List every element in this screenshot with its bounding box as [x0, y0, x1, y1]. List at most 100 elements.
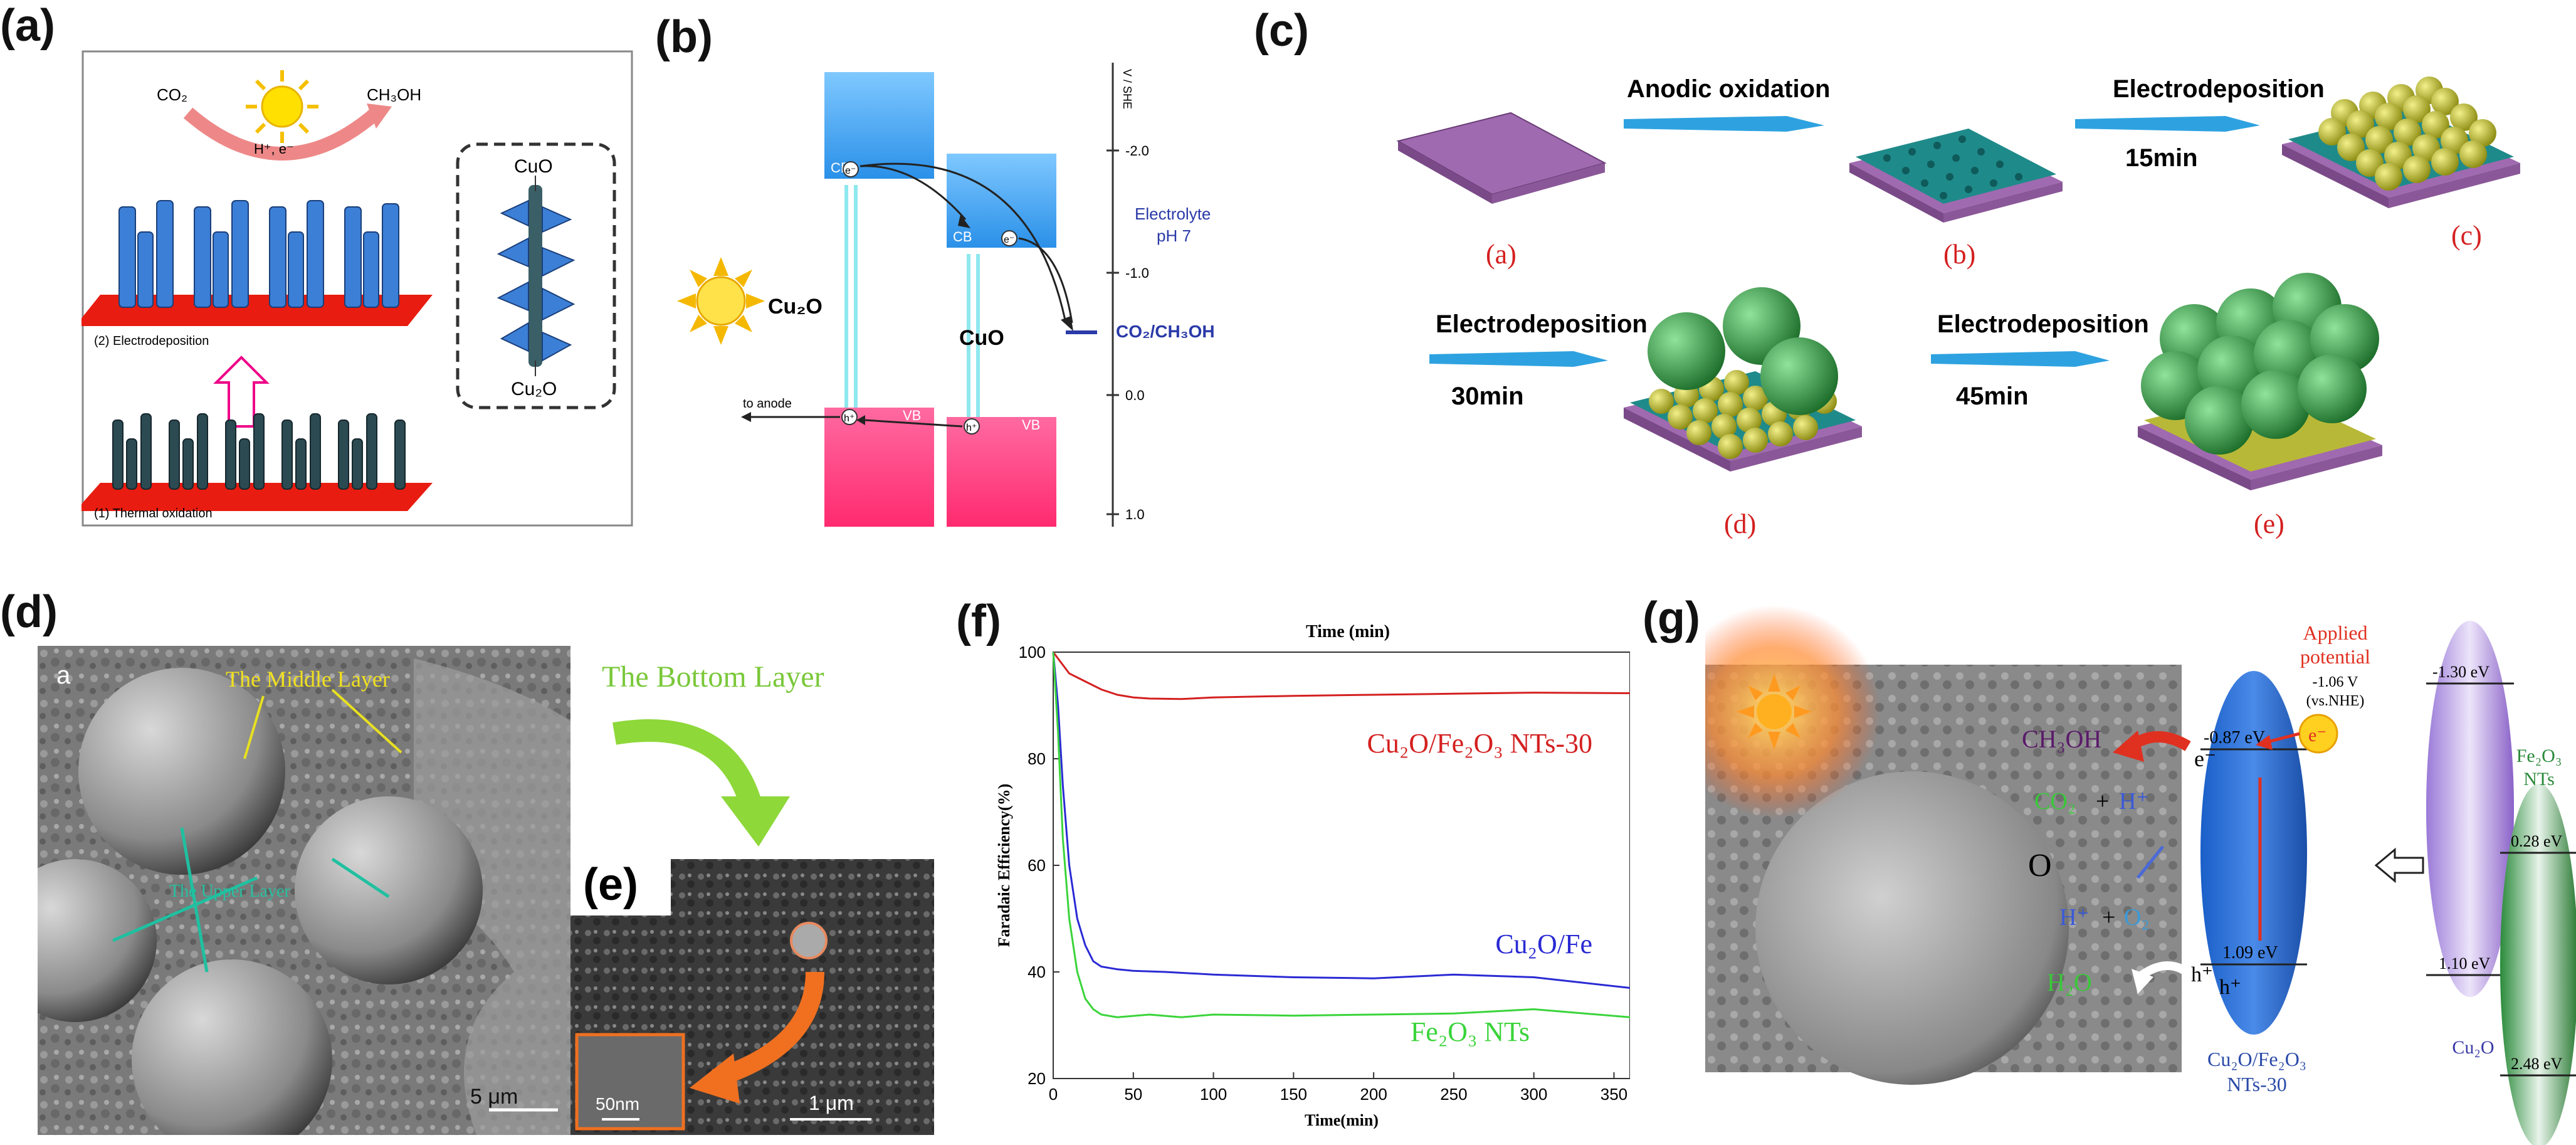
stage-e-green [2138, 273, 2382, 490]
to-anode-label: to anode [743, 397, 792, 411]
time-45: 45min [1956, 383, 2029, 410]
redox-label: CO₂/CH₃OH [1116, 322, 1215, 341]
inset-cuo-label: CuO [514, 156, 553, 177]
inset-crystals [497, 199, 576, 362]
bottom-layer-label: The Bottom Layer [602, 660, 824, 694]
y-axis-label: Faradaic Efficiency(%) [995, 784, 1013, 947]
scale-5um: 5 μm [470, 1085, 518, 1109]
stage-e-label: (e) [2254, 509, 2284, 539]
stage-b-nanotubes [1849, 129, 2063, 223]
nts30-label: NTs-30 [2227, 1073, 2287, 1095]
series-line-3 [1052, 652, 1630, 1018]
axis-title: V / SHE [1121, 69, 1133, 109]
panel-a: CO₂ CH₃OH H⁺, e⁻ (2) Electrodeposition (… [81, 50, 633, 527]
bottom-layer-arrow [612, 719, 764, 812]
x-tick-label: 0 [1049, 1085, 1058, 1104]
y-tick-label: 80 [1028, 749, 1046, 768]
zoom-inset [575, 1033, 685, 1131]
y-tick-label: 40 [1028, 963, 1046, 981]
step2-label: (2) Electrodeposition [94, 334, 209, 348]
hplus-label-2: H⁺ [2059, 904, 2090, 931]
oxidation-arrow [2135, 961, 2197, 982]
vs-nhe-label: (vs.NHE) [2306, 693, 2365, 709]
stage-c-label: (c) [2451, 220, 2482, 251]
electron-1: e⁻ [2194, 746, 2216, 771]
x-tick-label: 150 [1280, 1085, 1307, 1104]
co2-label: CO₂ [157, 85, 187, 104]
microsphere-g [1755, 771, 2069, 1085]
ev-130: -1.30 eV [2432, 663, 2489, 681]
label-b: (b) [655, 12, 713, 62]
hplus-label-1: H⁺ [2119, 788, 2149, 815]
scale-50nm: 50nm [596, 1094, 639, 1114]
stage-d-mixed [1624, 287, 1862, 472]
label-e-bg [570, 847, 671, 915]
ev-110: 1.10 eV [2439, 954, 2491, 973]
sem-a-label: a [56, 662, 71, 689]
microspheres [38, 668, 483, 1135]
middle-layer-label: The Middle Layer [226, 667, 390, 692]
ch3oh-label: CH₃OH [2022, 725, 2101, 753]
legend-s2: Cu₂O/Fe [1495, 929, 1592, 959]
cu2o-band [2426, 621, 2514, 997]
upper-layer-pointers [112, 827, 390, 973]
electron-cuo-label: e⁻ [1004, 235, 1014, 245]
panel-d: a The Middle Layer The Upper Layer 5 μm … [38, 646, 934, 1135]
electrodep-label-2: Electrodeposition [1436, 310, 1648, 338]
stage-d-label: (d) [1724, 509, 1756, 539]
legend-s1: Cu₂O/Fe₂O₃ NTs-30 [1367, 728, 1593, 759]
tick-m2: -2.0 [1125, 143, 1149, 159]
panel-c: (a) Anodic oxidation (b) Electrodepositi… [1396, 75, 2520, 539]
cu2o-label: Cu₂O [768, 295, 823, 319]
applied-label: Applied [2303, 621, 2367, 644]
x-tick-label: 250 [1440, 1085, 1467, 1104]
tick-0: 0.0 [1125, 388, 1145, 403]
hole-cuo-label: h⁺ [966, 423, 977, 433]
light-glow [1705, 605, 1881, 818]
scale-1um: 1 μm [809, 1092, 854, 1114]
electron-2: e⁻ [2308, 725, 2326, 746]
inset-wire [528, 185, 542, 367]
cu2o-vb-band [824, 408, 934, 527]
middle-layer-pointers [243, 689, 402, 759]
x-tick-label: 50 [1124, 1085, 1142, 1104]
h2o-label: H₂O [2047, 968, 2092, 996]
ev-248: 2.48 eV [2511, 1055, 2563, 1073]
ev-109: 1.09 eV [2222, 943, 2278, 963]
arrow-electrodep-3 [1931, 351, 2110, 367]
arrow-electrodep-1 [2075, 116, 2260, 132]
electrolyte-label: Electrolyte [1135, 204, 1211, 223]
o-label: O [2028, 848, 2052, 884]
y-tick-label: 100 [1019, 643, 1046, 662]
stage-b-label: (b) [1943, 239, 1975, 270]
excitation-arrows [844, 185, 980, 417]
fe2o3-band [2500, 784, 2576, 1145]
electrodep-label-3: Electrodeposition [1937, 310, 2149, 338]
hollow-arrow [2374, 847, 2424, 884]
time-30: 30min [1451, 383, 1524, 410]
panel-f-chart: Time (min) 0 50 100 150 200 250 300 350 20 40 60 80… [995, 622, 1630, 1129]
decorated-nanowires [118, 200, 399, 308]
x-tick-label: 200 [1360, 1085, 1387, 1104]
cuo-label: CuO [959, 326, 1004, 350]
y-tick-label: 20 [1028, 1069, 1046, 1088]
inset-frame [456, 142, 616, 409]
label-e: (e) [583, 860, 638, 910]
stage-a-substrate [1396, 112, 1607, 204]
reaction-arrow [183, 107, 381, 161]
voltage-label: -1.06 V [2313, 674, 2359, 690]
cu2o-vb-label: VB [903, 408, 921, 423]
stage-c-yellow [2282, 77, 2520, 208]
nts-label: NTs [2523, 769, 2555, 789]
fe2o3-label: Fe₂O₃ [2516, 746, 2562, 766]
legend-s3: Fe₂O₃ NTs [1411, 1016, 1530, 1047]
label-g: (g) [1643, 593, 1700, 643]
x-tick-label: 100 [1200, 1085, 1227, 1104]
panel-b: CB VB CB VB Cu₂O CuO e⁻ e⁻ h⁺ h⁺ to anod… [677, 63, 1215, 527]
hole-cu2o-label: h⁺ [844, 413, 854, 424]
cuo-cb-label: CB [953, 229, 972, 245]
proton-arrow [2137, 845, 2164, 879]
potential-label: potential [2300, 645, 2370, 668]
anodic-label: Anodic oxidation [1627, 75, 1830, 103]
step1-label: (1) Thermal oxidation [94, 507, 213, 520]
